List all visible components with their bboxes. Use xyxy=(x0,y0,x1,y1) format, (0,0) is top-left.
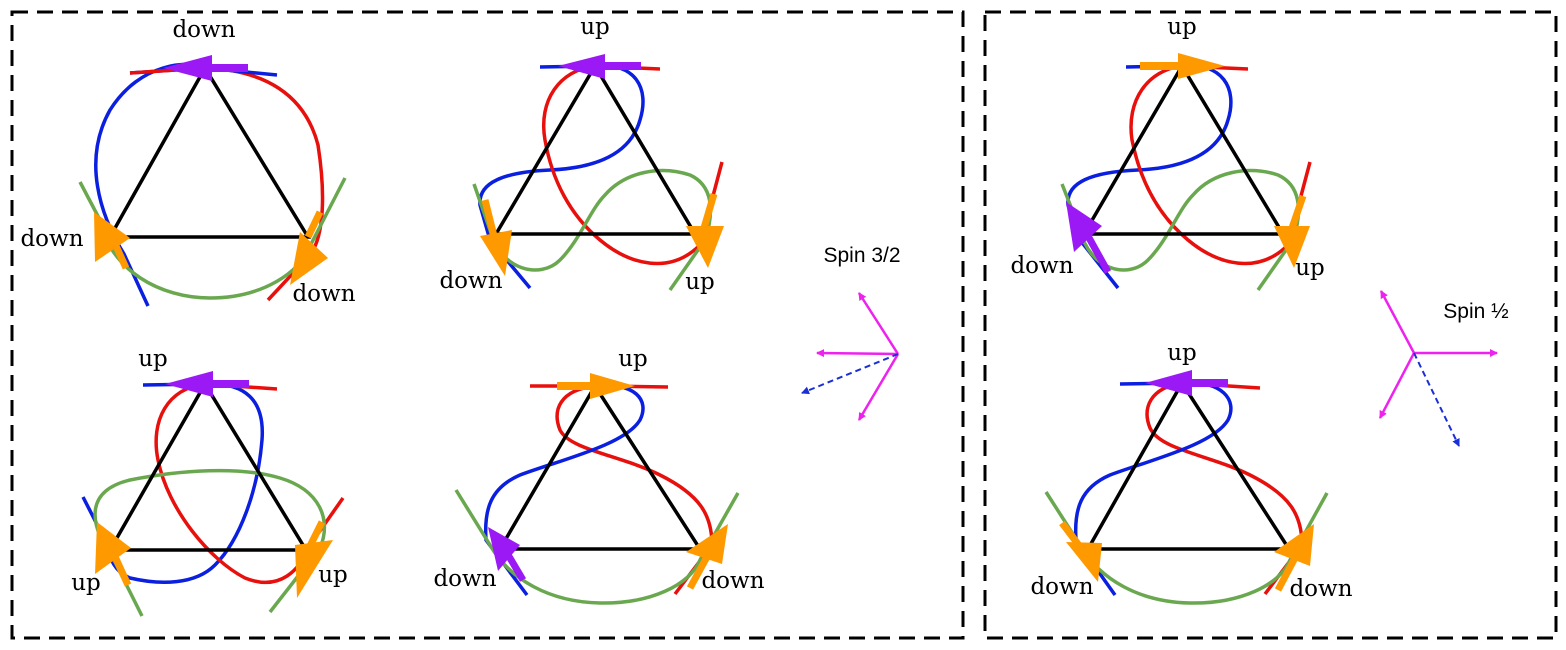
triangle-config-c: up up up xyxy=(71,346,348,617)
triangle-edges xyxy=(496,382,704,551)
basis-arrow-icon xyxy=(816,349,899,358)
triangle-edges xyxy=(107,64,312,239)
spin-arrow-purple-shaft xyxy=(1084,234,1112,274)
loop-red xyxy=(1145,381,1304,596)
basis-arrow-icon xyxy=(857,353,900,421)
spin-arrow-orange-shaft xyxy=(304,210,324,239)
label-right: up xyxy=(318,562,348,588)
loop-blue xyxy=(1073,381,1233,597)
spin-arrow-purple-shaft xyxy=(1190,379,1228,387)
loop-green xyxy=(1060,168,1301,292)
dashed-arrow-icon xyxy=(1413,352,1460,447)
label-right: down xyxy=(701,568,764,594)
label-right: up xyxy=(685,269,715,295)
spin-arrow-purple-shaft xyxy=(210,64,248,72)
spin-half-basis: Spin ½ xyxy=(1378,290,1509,447)
triangle-edges xyxy=(1080,62,1287,236)
triangle-config-f: up down down xyxy=(1030,340,1353,605)
spin-half-frame xyxy=(983,10,1558,640)
label-left: down xyxy=(433,566,496,592)
label-right: up xyxy=(1295,255,1325,281)
label-right: down xyxy=(292,281,355,307)
triangle-config-a: down down down xyxy=(20,17,355,307)
spin-three-halves-title: Spin 3/2 xyxy=(823,244,900,267)
spin-arrow-purple xyxy=(165,371,213,397)
spin-arrow-orange-shaft xyxy=(108,548,132,587)
spin-arrow-orange-shaft xyxy=(304,520,326,552)
label-left: down xyxy=(439,268,502,294)
label-left: up xyxy=(71,570,101,596)
dashed-arrow-icon xyxy=(801,353,899,395)
label-top: up xyxy=(618,346,648,372)
loop-green xyxy=(472,168,713,292)
loop-green xyxy=(454,489,740,605)
loop-blue xyxy=(1066,63,1233,290)
spin-arrow-orange xyxy=(290,232,328,285)
triangle-edges xyxy=(1084,379,1293,551)
spin-arrow-orange xyxy=(1274,524,1314,566)
spin-arrow-orange xyxy=(1274,226,1310,268)
loop-blue xyxy=(478,63,645,290)
label-left: down xyxy=(1010,253,1073,279)
spin-arrow-purple xyxy=(163,55,212,81)
spin-arrow-orange xyxy=(686,524,728,564)
spin-three-halves-frame xyxy=(10,10,965,640)
spin-arrow-purple xyxy=(1066,202,1102,252)
spin-three-halves-basis: Spin 3/2 xyxy=(801,244,901,421)
spin-arrow-purple-shaft xyxy=(503,551,527,582)
spin-arrow-orange xyxy=(480,230,512,276)
label-left: down xyxy=(20,226,83,252)
spin-arrow-purple xyxy=(558,54,605,79)
spin-arrow-orange-shaft xyxy=(108,235,130,270)
basis-arrow-icon xyxy=(1379,290,1416,354)
label-top: down xyxy=(172,17,235,43)
spin-arrow-orange xyxy=(1066,542,1102,582)
label-top: up xyxy=(1167,14,1197,40)
label-top: up xyxy=(1167,340,1197,366)
spin-arrow-orange-shaft xyxy=(700,193,718,229)
triangle-edges xyxy=(106,380,310,552)
spin-arrow-purple xyxy=(488,527,520,571)
loop-red xyxy=(530,384,714,596)
spin-arrow-orange xyxy=(686,226,724,268)
label-top: up xyxy=(138,346,168,372)
spin-arrow-purple-shaft xyxy=(211,380,249,388)
triangle-config-e: up down up xyxy=(1010,14,1325,292)
spin-arrow-orange xyxy=(95,522,131,574)
spin-arrow-orange-shaft xyxy=(1274,554,1300,592)
spin-arrow-orange-shaft xyxy=(686,553,712,590)
spin-arrow-orange-shaft xyxy=(1059,520,1087,555)
label-right: down xyxy=(1289,576,1352,602)
spin-arrow-orange xyxy=(590,373,635,399)
spin-arrow-orange-shaft xyxy=(1140,62,1180,70)
spin-arrow-orange xyxy=(295,540,333,598)
spin-arrow-purple xyxy=(1145,370,1192,396)
label-top: up xyxy=(580,14,610,40)
loop-blue xyxy=(483,383,645,597)
label-left: down xyxy=(1030,574,1093,600)
spin-arrow-orange-shaft xyxy=(1288,194,1307,230)
spin-arrow-orange-shaft xyxy=(481,199,498,237)
basis-arrow-icon xyxy=(857,292,900,355)
spin-half-title: Spin ½ xyxy=(1443,300,1508,323)
spin-arrow-purple-shaft xyxy=(603,62,641,70)
triangle-config-b: up down up xyxy=(439,14,724,295)
spin-arrow-orange-shaft xyxy=(557,382,592,390)
triangle-edges xyxy=(492,62,699,236)
spin-arrow-orange xyxy=(1178,53,1225,79)
triangle-config-d: up down down xyxy=(433,346,765,605)
loop-green xyxy=(93,468,327,617)
basis-arrow-icon xyxy=(1378,352,1416,419)
